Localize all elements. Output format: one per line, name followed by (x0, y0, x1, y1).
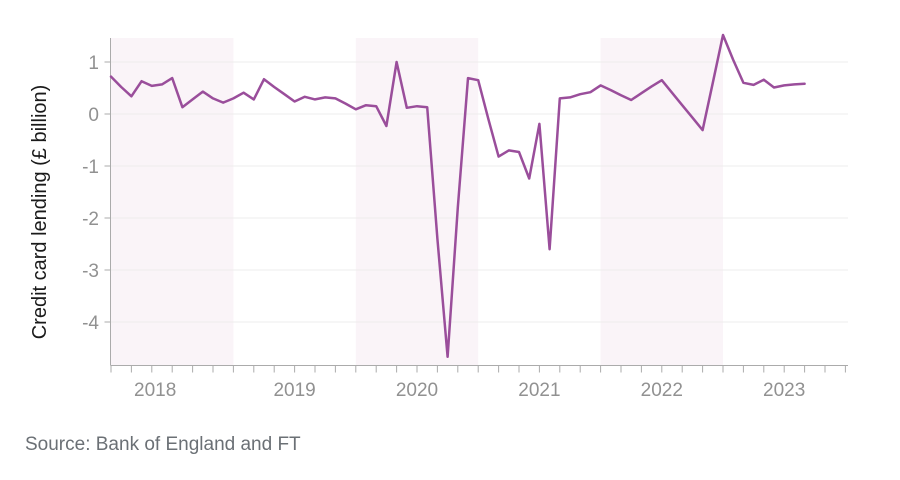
x-year-label: 2023 (763, 380, 805, 401)
data-line (109, 33, 806, 359)
gridlines (110, 61, 848, 323)
x-year-label: 2020 (396, 380, 438, 401)
year-band (600, 38, 723, 366)
y-tick-label: 1 (88, 53, 99, 74)
x-year-label: 2019 (273, 380, 315, 401)
x-year-label: 2022 (641, 380, 683, 401)
y-axis: 1 0 -1 -2 -3 -4 (82, 38, 111, 366)
x-year-label: 2018 (134, 380, 176, 401)
y-tick-label: -4 (82, 313, 99, 334)
x-axis: 2018 2019 2020 2021 2022 2023 (110, 365, 848, 401)
y-tick-label: -1 (82, 157, 99, 178)
x-year-label: 2021 (518, 380, 560, 401)
year-shading-bands (111, 38, 723, 366)
year-band (111, 38, 234, 366)
y-axis-title: Credit card lending (£ billion) (29, 85, 51, 340)
source-note: Source: Bank of England and FT (25, 434, 301, 455)
y-tick-label: -2 (82, 209, 99, 230)
year-band (355, 38, 479, 366)
y-tick-label: -3 (82, 261, 99, 282)
y-tick-label: 0 (88, 105, 99, 126)
